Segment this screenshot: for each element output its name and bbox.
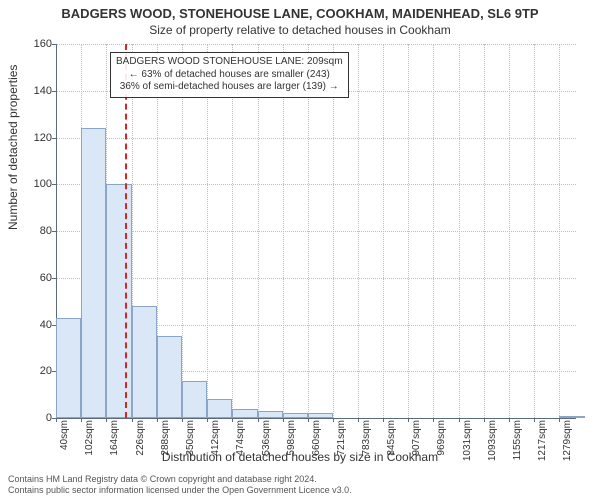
annotation-box: BADGERS WOOD STONEHOUSE LANE: 209sqm ← 6…: [110, 52, 349, 98]
histogram-bar: [283, 413, 308, 418]
histogram-bar: [132, 306, 157, 418]
y-tick-mark: [52, 44, 56, 45]
x-tick-mark: [333, 418, 334, 422]
y-tick-mark: [52, 184, 56, 185]
footer-attribution: Contains HM Land Registry data © Crown c…: [8, 474, 352, 496]
reference-marker-line: [125, 44, 127, 418]
y-tick-label: 160: [30, 38, 52, 50]
histogram-bar: [207, 399, 232, 418]
histogram-bar: [232, 409, 257, 418]
x-tick-label: 40sqm: [59, 420, 70, 450]
x-axis-line: [56, 418, 576, 419]
histogram-bar: [258, 411, 283, 418]
histogram-bar: [106, 184, 131, 418]
histogram-bar: [56, 318, 81, 419]
x-tick-mark: [56, 418, 57, 422]
x-tick-mark: [484, 418, 485, 422]
x-tick-mark: [383, 418, 384, 422]
x-tick-mark: [81, 418, 82, 422]
annotation-line2: ← 63% of detached houses are smaller (24…: [116, 69, 343, 82]
x-tick-mark: [106, 418, 107, 422]
chart-title-line1: BADGERS WOOD, STONEHOUSE LANE, COOKHAM, …: [0, 0, 600, 21]
plot-area: [56, 44, 576, 418]
histogram-bar: [559, 416, 584, 418]
y-tick-mark: [52, 91, 56, 92]
x-tick-mark: [308, 418, 309, 422]
x-tick-mark: [283, 418, 284, 422]
x-tick-mark: [207, 418, 208, 422]
footer-line1: Contains HM Land Registry data © Crown c…: [8, 474, 352, 485]
x-tick-mark: [258, 418, 259, 422]
x-axis-label: Distribution of detached houses by size …: [0, 450, 600, 464]
histogram-bar: [157, 336, 182, 418]
x-tick-mark: [534, 418, 535, 422]
y-tick-label: 0: [30, 412, 52, 424]
y-tick-mark: [52, 231, 56, 232]
annotation-line3: 36% of semi-detached houses are larger (…: [116, 81, 343, 94]
y-tick-mark: [52, 325, 56, 326]
histogram-bar: [81, 128, 106, 418]
y-tick-mark: [52, 138, 56, 139]
x-tick-mark: [433, 418, 434, 422]
y-tick-label: 100: [30, 178, 52, 190]
x-tick-mark: [559, 418, 560, 422]
histogram-bar: [308, 413, 333, 418]
bars-layer: [56, 44, 576, 418]
y-tick-label: 140: [30, 85, 52, 97]
x-tick-mark: [408, 418, 409, 422]
y-tick-label: 40: [30, 319, 52, 331]
y-tick-label: 120: [30, 132, 52, 144]
x-tick-mark: [232, 418, 233, 422]
x-tick-mark: [132, 418, 133, 422]
y-axis-label: Number of detached properties: [6, 65, 20, 230]
x-tick-mark: [509, 418, 510, 422]
x-tick-mark: [182, 418, 183, 422]
footer-line2: Contains public sector information licen…: [8, 485, 352, 496]
y-tick-mark: [52, 278, 56, 279]
chart-title-line2: Size of property relative to detached ho…: [0, 21, 600, 37]
x-tick-mark: [358, 418, 359, 422]
histogram-bar: [182, 381, 207, 418]
annotation-line1: BADGERS WOOD STONEHOUSE LANE: 209sqm: [116, 56, 343, 69]
y-tick-label: 20: [30, 365, 52, 377]
y-tick-label: 80: [30, 225, 52, 237]
x-tick-mark: [459, 418, 460, 422]
y-tick-mark: [52, 371, 56, 372]
x-tick-mark: [157, 418, 158, 422]
y-tick-label: 60: [30, 272, 52, 284]
